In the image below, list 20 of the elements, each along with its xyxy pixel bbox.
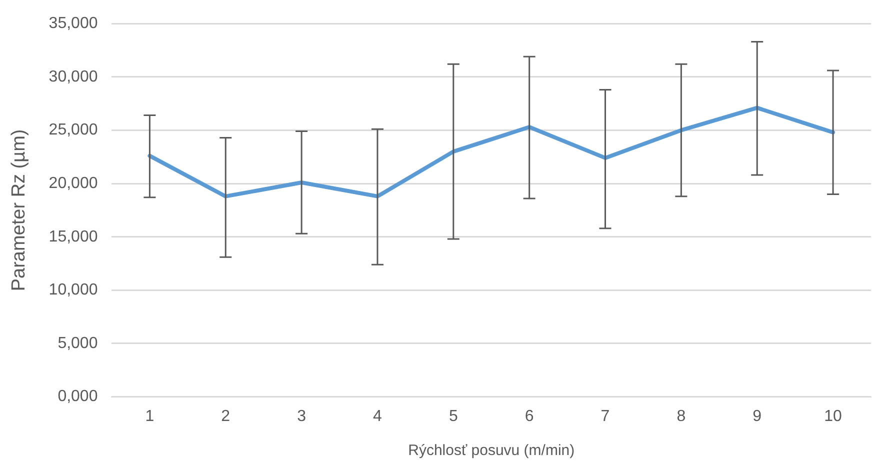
y-tick-label: 5,000 [58, 334, 98, 352]
y-tick-label: 35,000 [48, 15, 98, 32]
x-tick-label: 4 [373, 408, 382, 425]
y-tick-label: 15,000 [48, 228, 98, 246]
x-tick-label: 2 [221, 408, 230, 425]
x-tick-label: 9 [752, 408, 762, 425]
x-tick-label: 5 [448, 408, 458, 425]
y-tick-label: 0,000 [58, 388, 98, 406]
x-tick-label: 7 [600, 408, 610, 425]
y-axis-title: Parameter Rz (µm) [8, 129, 30, 292]
x-tick-label: 10 [824, 408, 842, 425]
y-tick-label: 20,000 [48, 174, 98, 192]
y-tick-label: 10,000 [48, 282, 98, 299]
y-tick-label: 30,000 [48, 68, 98, 86]
y-tick-label: 25,000 [48, 122, 98, 139]
x-tick-label: 1 [145, 408, 154, 425]
x-tick-label: 6 [524, 408, 534, 425]
x-axis-title: Rýchlosť posuvu (m/min) [408, 442, 575, 460]
x-tick-label: 8 [676, 408, 686, 425]
x-tick-label: 3 [297, 408, 306, 425]
